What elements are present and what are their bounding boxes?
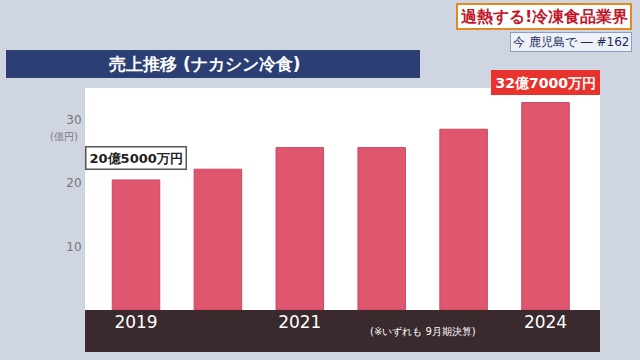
svg-text:20億5000万円: 20億5000万円 — [90, 151, 183, 166]
svg-text:(※いずれも 9月期決算): (※いずれも 9月期決算) — [370, 326, 476, 338]
svg-text:2019: 2019 — [114, 312, 157, 332]
svg-text:32億7000万円: 32億7000万円 — [496, 75, 596, 91]
svg-text:30: 30 — [66, 113, 81, 127]
svg-text:10: 10 — [66, 240, 81, 254]
svg-text:2021: 2021 — [278, 312, 321, 332]
svg-text:過熱する!冷凍食品業界: 過熱する!冷凍食品業界 — [460, 7, 628, 26]
svg-text:20: 20 — [66, 176, 81, 190]
svg-text:売上推移 (ナカシン冷食): 売上推移 (ナカシン冷食) — [109, 54, 300, 74]
svg-text:(億円): (億円) — [50, 131, 78, 142]
svg-text:2024: 2024 — [524, 312, 567, 332]
svg-text:今 鹿児島で ― #162: 今 鹿児島で ― #162 — [513, 35, 629, 49]
